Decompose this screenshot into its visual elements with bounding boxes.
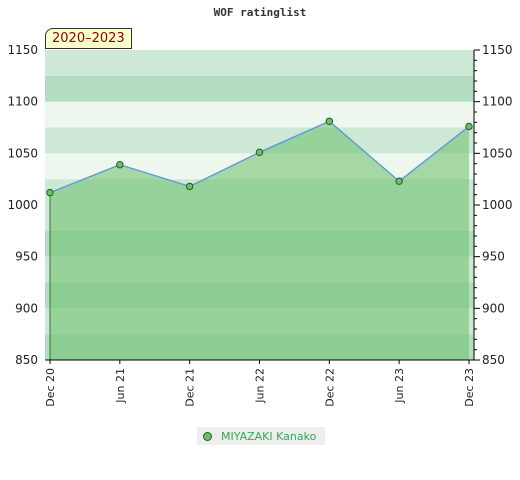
- x-tick-label: Jun 23: [393, 368, 406, 404]
- background-band: [45, 101, 474, 128]
- y-tick-label-right: 950: [482, 250, 505, 264]
- y-tick-label-left: 900: [15, 301, 38, 315]
- legend-marker-icon: [203, 431, 212, 441]
- y-tick-label-right: 850: [482, 353, 505, 367]
- x-tick-label: Jun 22: [254, 368, 267, 404]
- data-point: [325, 117, 334, 126]
- y-tick-label-left: 950: [15, 250, 38, 264]
- x-tick-label: Jun 21: [114, 368, 127, 404]
- data-point: [46, 188, 54, 197]
- y-tick-label-right: 1150: [482, 43, 513, 57]
- x-tick-label: Dec 21: [184, 368, 197, 407]
- data-point: [255, 148, 264, 157]
- y-tick-label-left: 1000: [7, 198, 38, 212]
- x-tick-label: Dec 22: [323, 368, 336, 407]
- axis-layer: 850 850 900 900 950 950 1000 1000 1050 1050 1100 11…: [7, 43, 512, 407]
- y-tick-label-left: 1050: [7, 146, 38, 160]
- y-tick-label-right: 900: [482, 301, 505, 315]
- area-layer: [50, 121, 469, 360]
- background-band: [45, 75, 474, 102]
- y-tick-label-right: 1000: [482, 198, 513, 212]
- legend-label: MIYAZAKI Kanako: [221, 429, 317, 443]
- rating-area: [50, 121, 469, 360]
- background-band: [45, 50, 474, 76]
- y-tick-label-right: 1100: [482, 95, 513, 109]
- data-point: [116, 161, 124, 169]
- x-tick-label: Dec 20: [44, 368, 57, 407]
- chart-title: WOF ratinglist: [213, 6, 307, 19]
- x-tick-label: Dec 23: [463, 368, 476, 407]
- legend[interactable]: MIYAZAKI Kanako: [197, 427, 325, 445]
- period-badge: 2020–2023: [45, 28, 132, 49]
- point-layer: [46, 117, 473, 197]
- y-tick-label-left: 850: [15, 353, 38, 367]
- y-tick-label-left: 1100: [7, 95, 38, 109]
- data-point: [465, 122, 473, 131]
- y-tick-label-left: 1150: [7, 43, 38, 57]
- data-point: [185, 182, 194, 191]
- y-tick-label-right: 1050: [482, 146, 513, 160]
- data-point: [395, 177, 403, 185]
